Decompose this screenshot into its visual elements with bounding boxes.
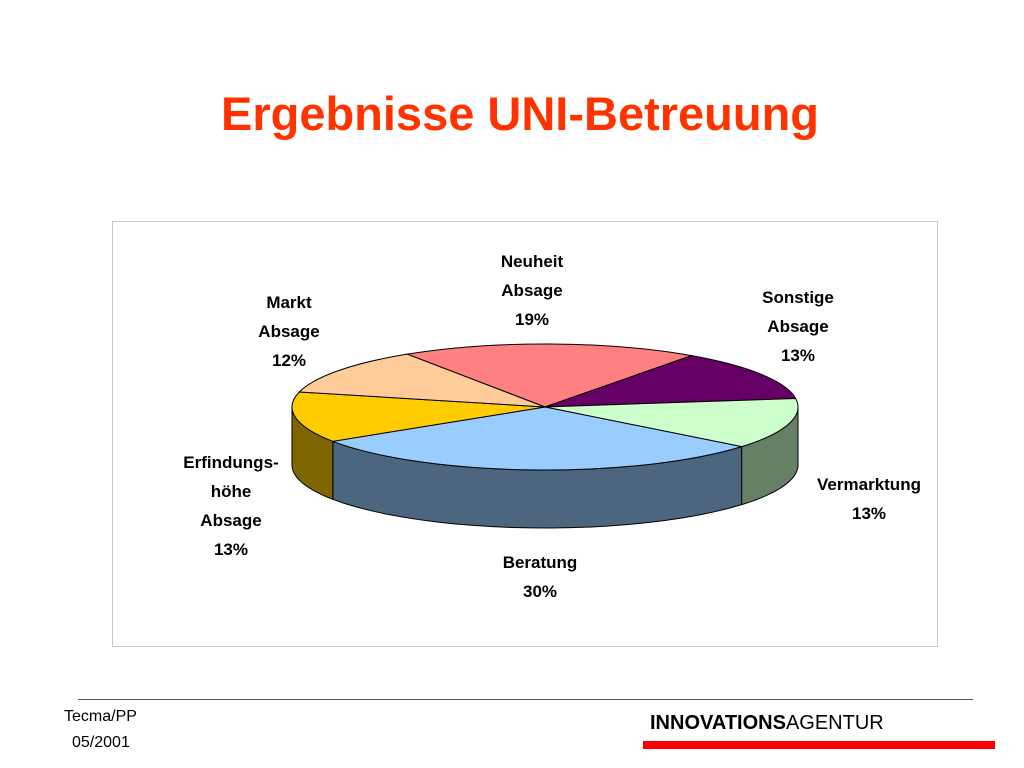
pie-slice: [291, 391, 546, 442]
value-label: 13%: [213, 540, 249, 559]
category-label: Neuheit Absage: [500, 252, 564, 300]
brand-bar: [643, 741, 995, 749]
value-label: 12%: [271, 351, 307, 370]
slide-title: Ergebnisse UNI-Betreuung: [220, 87, 820, 140]
footer-author: Tecma/PP: [64, 708, 137, 725]
pie-slice: [330, 406, 742, 471]
slice-label: Beratung 30%: [503, 548, 578, 606]
brand-bold: INNOVATIONS: [650, 712, 786, 734]
pie-slice: [405, 343, 694, 408]
category-label: Erfindungs-höhe Absage: [183, 453, 279, 530]
slice-label: Sonstige Absage 13%: [762, 283, 834, 370]
slice-label: Neuheit Absage 19%: [501, 247, 563, 334]
footer-rule: [78, 699, 973, 700]
slice-label: Vermarktung 13%: [817, 470, 921, 528]
chart-frame: [112, 221, 938, 647]
category-label: Markt Absage: [258, 293, 320, 341]
category-label: Sonstige Absage: [762, 288, 834, 336]
category-label: Vermarktung: [817, 475, 921, 494]
pie-slice: [544, 355, 797, 408]
slice-label: Markt Absage 12%: [258, 288, 319, 375]
slice-label: Erfindungs-höhe Absage 13%: [183, 448, 278, 564]
pie-slice: [544, 397, 799, 448]
value-label: 30%: [522, 582, 558, 601]
category-label: Beratung: [502, 553, 578, 572]
brand: INNOVATIONSAGENTUR: [650, 712, 884, 735]
footer-date: 05/2001: [72, 734, 130, 751]
brand-regular: AGENTUR: [785, 712, 884, 734]
value-label: 19%: [514, 310, 550, 329]
value-label: 13%: [851, 504, 887, 523]
value-label: 13%: [780, 346, 816, 365]
pie-slice: [298, 353, 546, 408]
